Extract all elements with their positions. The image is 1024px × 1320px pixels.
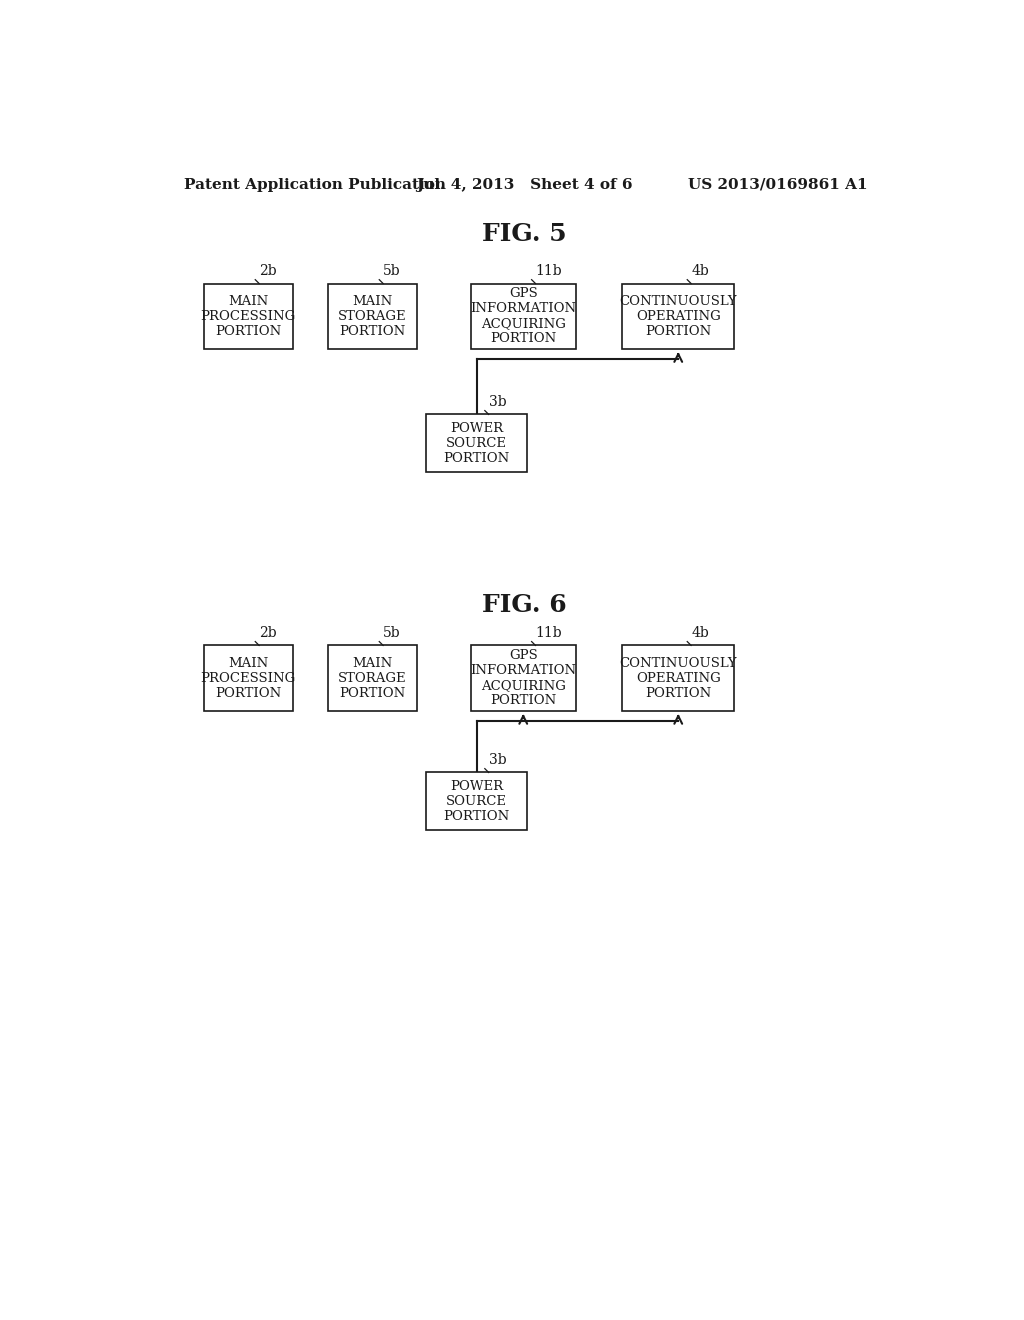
Text: MAIN
STORAGE
PORTION: MAIN STORAGE PORTION <box>338 656 407 700</box>
Text: GPS
INFORMATION
ACQUIRING
PORTION: GPS INFORMATION ACQUIRING PORTION <box>470 649 577 708</box>
Text: FIG. 6: FIG. 6 <box>482 594 567 618</box>
Text: 3b: 3b <box>488 754 506 767</box>
FancyBboxPatch shape <box>204 645 293 711</box>
Text: POWER
SOURCE
PORTION: POWER SOURCE PORTION <box>443 422 510 465</box>
FancyBboxPatch shape <box>471 645 575 711</box>
Text: MAIN
PROCESSING
PORTION: MAIN PROCESSING PORTION <box>201 294 296 338</box>
Text: 2b: 2b <box>259 264 276 279</box>
Text: FIG. 5: FIG. 5 <box>482 222 567 246</box>
FancyBboxPatch shape <box>328 284 417 348</box>
Text: POWER
SOURCE
PORTION: POWER SOURCE PORTION <box>443 780 510 822</box>
FancyBboxPatch shape <box>471 284 575 348</box>
Text: 3b: 3b <box>488 395 506 409</box>
FancyBboxPatch shape <box>622 645 734 711</box>
FancyBboxPatch shape <box>622 284 734 348</box>
Text: 4b: 4b <box>691 626 709 640</box>
Text: 4b: 4b <box>691 264 709 279</box>
Text: US 2013/0169861 A1: US 2013/0169861 A1 <box>688 178 868 191</box>
Text: 2b: 2b <box>259 626 276 640</box>
Text: 5b: 5b <box>383 626 400 640</box>
Text: GPS
INFORMATION
ACQUIRING
PORTION: GPS INFORMATION ACQUIRING PORTION <box>470 288 577 346</box>
FancyBboxPatch shape <box>426 414 527 473</box>
Text: CONTINUOUSLY
OPERATING
PORTION: CONTINUOUSLY OPERATING PORTION <box>620 656 737 700</box>
FancyBboxPatch shape <box>426 772 527 830</box>
Text: Patent Application Publication: Patent Application Publication <box>183 178 445 191</box>
FancyBboxPatch shape <box>204 284 293 348</box>
Text: 11b: 11b <box>536 264 562 279</box>
Text: 11b: 11b <box>536 626 562 640</box>
Text: MAIN
PROCESSING
PORTION: MAIN PROCESSING PORTION <box>201 656 296 700</box>
Text: CONTINUOUSLY
OPERATING
PORTION: CONTINUOUSLY OPERATING PORTION <box>620 294 737 338</box>
Text: Jul. 4, 2013   Sheet 4 of 6: Jul. 4, 2013 Sheet 4 of 6 <box>417 178 633 191</box>
FancyBboxPatch shape <box>328 645 417 711</box>
Text: 5b: 5b <box>383 264 400 279</box>
Text: MAIN
STORAGE
PORTION: MAIN STORAGE PORTION <box>338 294 407 338</box>
